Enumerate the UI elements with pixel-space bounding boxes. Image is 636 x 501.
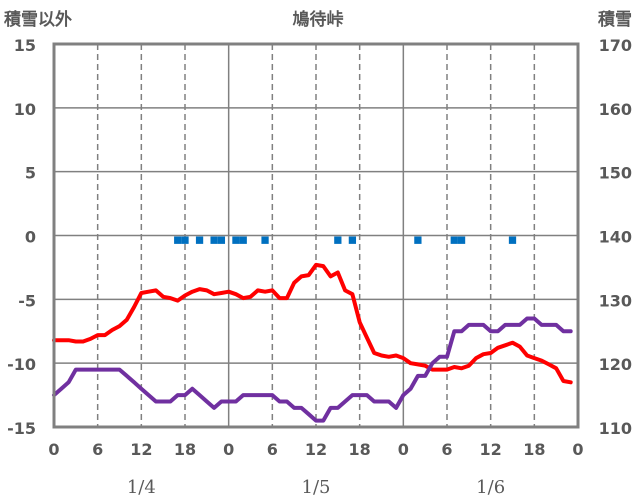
- x-tick-label: 18: [349, 440, 371, 459]
- precipitation-bar: [210, 236, 218, 244]
- precipitation-bar: [348, 236, 357, 244]
- date-label: 1/6: [476, 477, 505, 498]
- y-right-tick-label: 120: [599, 355, 632, 374]
- precipitation-bar: [261, 236, 269, 244]
- x-tick-label: 0: [398, 440, 409, 459]
- date-label: 1/5: [302, 477, 331, 498]
- precipitation-bar: [508, 236, 517, 244]
- y-left-tick-label: -15: [7, 419, 36, 438]
- x-tick-label: 0: [572, 440, 583, 459]
- precipitation-bar: [239, 236, 247, 244]
- precipitation-bar: [174, 236, 182, 244]
- y-right-tick-label: 160: [599, 100, 632, 119]
- y-left-tick-label: 10: [14, 100, 36, 119]
- plot-frame: [52, 42, 580, 429]
- temperature-line: [52, 262, 573, 385]
- data-lines: [52, 262, 573, 423]
- x-tick-label: 12: [480, 440, 502, 459]
- x-tick-label: 6: [92, 440, 103, 459]
- y-left-axis-label: 積雪以外: [4, 9, 72, 30]
- y-right-tick-label: 130: [599, 291, 632, 310]
- y-right-tick-label: 170: [599, 36, 632, 55]
- x-tick-label: 6: [441, 440, 452, 459]
- x-tick-label: 18: [523, 440, 545, 459]
- y-left-tick-label: 5: [25, 164, 36, 183]
- y-left-tick-label: -10: [7, 355, 36, 374]
- precipitation-bar: [457, 236, 466, 244]
- precipitation-bar: [181, 236, 189, 244]
- x-tick-label: 0: [48, 440, 59, 459]
- precipitation-bar: [232, 236, 240, 244]
- precipitation-bar: [217, 236, 226, 244]
- precipitation-bar: [414, 236, 422, 244]
- grid-lines: [54, 44, 578, 427]
- x-tick-label: 12: [130, 440, 152, 459]
- x-tick-label: 18: [174, 440, 196, 459]
- snow_depth-line: [52, 316, 573, 423]
- y-left-tick-label: 0: [25, 228, 36, 247]
- y-right-axis-label: 積雪: [598, 9, 632, 30]
- precipitation-bar: [334, 236, 342, 244]
- chart-title: 鳩待峠: [293, 9, 344, 30]
- y-right-tick-label: 110: [599, 419, 632, 438]
- precipitation-bar: [450, 236, 458, 244]
- x-tick-label: 0: [223, 440, 234, 459]
- x-tick-label: 12: [305, 440, 327, 459]
- precipitation-bars: [174, 236, 517, 244]
- y-left-tick-label: 15: [14, 36, 36, 55]
- date-label: 1/4: [127, 477, 156, 498]
- y-left-tick-label: -5: [18, 291, 36, 310]
- x-tick-label: 6: [267, 440, 278, 459]
- y-right-tick-label: 140: [599, 228, 632, 247]
- precipitation-bar: [195, 236, 204, 244]
- y-right-tick-label: 150: [599, 164, 632, 183]
